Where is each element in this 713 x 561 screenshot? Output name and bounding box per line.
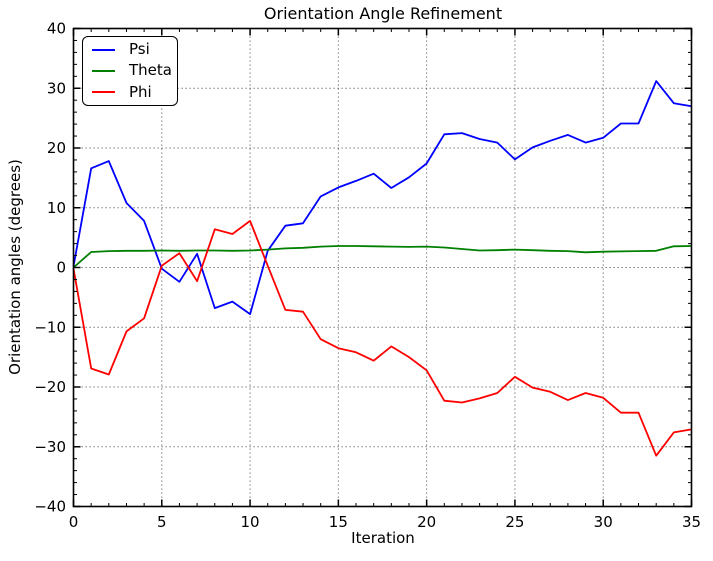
x-tick-label: 0 [69,513,79,531]
x-tick-label: 25 [505,513,524,531]
chart-title: Orientation Angle Refinement [263,4,503,23]
y-tick-label: 10 [47,199,66,217]
legend-label-phi: Phi [129,82,152,101]
x-tick-label: 5 [157,513,167,531]
x-tick-label: 35 [682,513,701,531]
y-tick-label: 40 [47,20,66,38]
line-theta [72,245,692,269]
y-tick-label: −40 [34,498,66,516]
legend-line-phi [92,91,115,94]
x-tick-label: 10 [241,513,260,531]
legend: Psi Theta Phi [82,36,178,106]
y-tick-label: −20 [34,378,66,396]
y-tick-label: 0 [56,259,66,277]
legend-label-psi: Psi [129,40,150,59]
line-psi [72,80,692,316]
legend-item-theta: Theta [83,60,177,81]
x-tick-label: 15 [329,513,348,531]
legend-item-phi: Phi [83,82,177,103]
y-tick-label: 30 [47,79,66,97]
legend-line-theta [92,69,115,72]
y-tick-label: −10 [34,318,66,336]
x-tick-label: 20 [417,513,436,531]
y-axis-label: Orientation angles (degrees) [6,159,24,375]
x-axis-label: Iteration [351,529,415,547]
y-tick-label: 20 [47,139,66,157]
legend-item-psi: Psi [83,39,177,60]
line-phi [72,219,692,457]
legend-line-psi [92,48,115,51]
legend-label-theta: Theta [129,61,172,80]
y-tick-label: −30 [34,438,66,456]
x-tick-label: 30 [594,513,613,531]
